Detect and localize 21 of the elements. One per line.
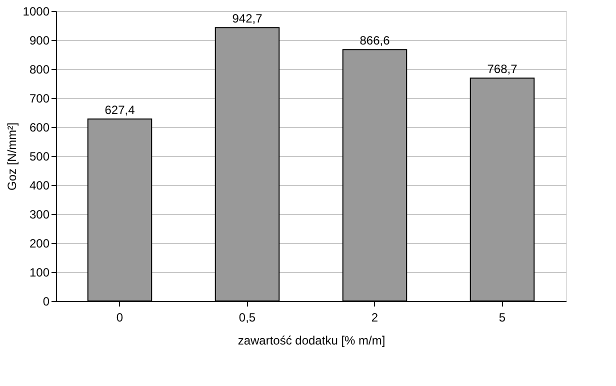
x-axis-title: zawartość dodatku [% m/m] (238, 334, 386, 348)
y-tick-label: 300 (29, 208, 50, 222)
y-tick-label: 800 (29, 62, 50, 76)
y-tick-label: 900 (29, 34, 50, 48)
data-label: 866,6 (360, 34, 390, 48)
data-label: 768,7 (487, 62, 518, 76)
y-tick-label: 100 (29, 266, 50, 280)
data-label: 942,7 (232, 12, 263, 26)
y-tick-label: 200 (29, 236, 50, 250)
x-tick-label: 2 (371, 310, 378, 324)
data-label: 627,4 (104, 103, 136, 118)
y-tick-label: 700 (29, 92, 50, 106)
y-tick-label: 0 (42, 294, 50, 308)
y-tick-label: 400 (29, 178, 50, 192)
x-tick-label: 0,5 (238, 310, 256, 324)
y-tick-label: 1000 (22, 4, 50, 18)
x-tick-label: 0 (116, 310, 124, 324)
x-tick-label: 5 (498, 310, 506, 324)
y-tick-label: 600 (29, 120, 50, 134)
y-axis-title: Goz [N/mm²] (4, 122, 19, 190)
y-tick-label: 500 (29, 150, 50, 164)
